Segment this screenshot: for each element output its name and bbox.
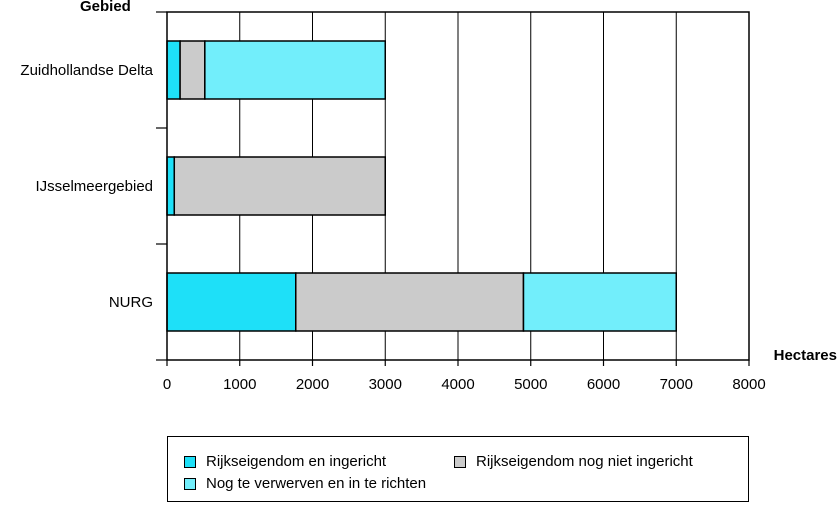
x-tick-label: 6000 bbox=[587, 376, 620, 393]
legend-label: Rijkseigendom en ingericht bbox=[206, 453, 387, 470]
legend-item: Nog te verwerven en in te richten bbox=[184, 475, 426, 492]
x-tick-label: 1000 bbox=[223, 376, 256, 393]
axes bbox=[156, 11, 750, 366]
bar-segment bbox=[295, 272, 525, 332]
x-tick-label: 0 bbox=[163, 376, 171, 393]
tick-labels: 0 1000 2000 3000 4000 5000 6000 7000 8000 Zuidhol… bbox=[20, 62, 765, 393]
x-tick-label: 2000 bbox=[296, 376, 329, 393]
bar-segment bbox=[173, 156, 386, 216]
x-tick-label: 3000 bbox=[369, 376, 402, 393]
x-tick-label: 7000 bbox=[660, 376, 693, 393]
legend-label: Nog te verwerven en in te richten bbox=[206, 475, 427, 492]
plot-frame bbox=[166, 11, 750, 361]
x-tick-label: 5000 bbox=[514, 376, 547, 393]
bars bbox=[166, 40, 677, 332]
bar-segment bbox=[166, 156, 176, 216]
legend-item: Rijkseigendom en ingericht bbox=[184, 453, 386, 470]
legend: Rijkseigendom en ingericht Rijkseigendom… bbox=[167, 436, 749, 502]
bar-segment bbox=[204, 40, 386, 100]
bar-segment bbox=[179, 40, 206, 100]
x-tick-label: 8000 bbox=[732, 376, 765, 393]
legend-item: Rijkseigendom nog niet ingericht bbox=[454, 453, 693, 470]
bar-segment bbox=[522, 272, 677, 332]
bar-segment bbox=[166, 40, 181, 100]
x-axis-title: Hectares bbox=[774, 347, 837, 364]
y-category-label: NURG bbox=[109, 294, 153, 311]
y-category-label: IJsselmeergebied bbox=[35, 178, 153, 195]
x-tick-label: 4000 bbox=[441, 376, 474, 393]
legend-swatch bbox=[184, 455, 196, 468]
legend-label: Rijkseigendom nog niet ingericht bbox=[476, 453, 693, 470]
y-axis-title: Gebied bbox=[80, 0, 131, 15]
legend-swatch bbox=[454, 455, 466, 468]
legend-swatch bbox=[184, 477, 196, 490]
y-category-label: Zuidhollandse Delta bbox=[20, 62, 153, 79]
bar-segment bbox=[166, 272, 297, 332]
